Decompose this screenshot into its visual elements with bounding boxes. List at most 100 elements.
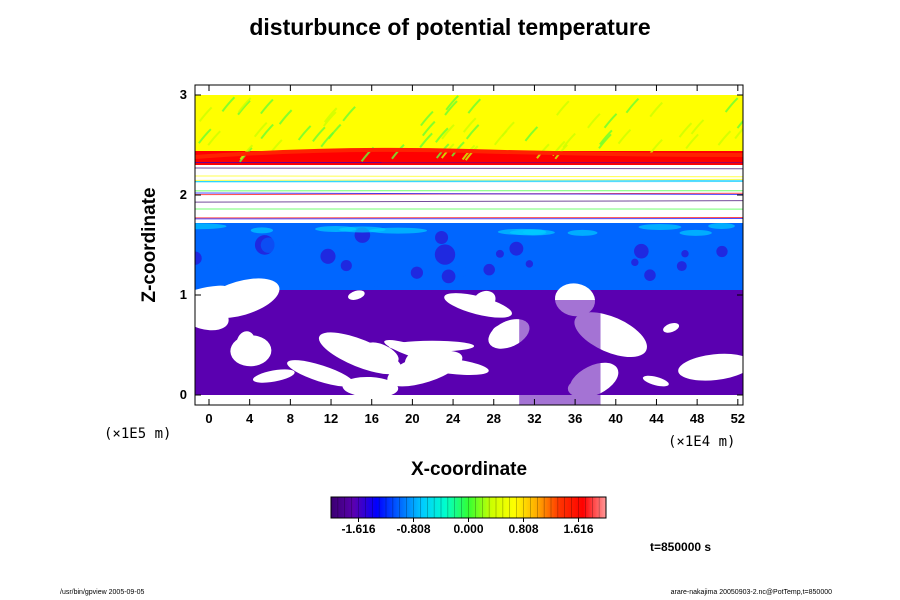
blank-region [444, 293, 512, 318]
x-tick-label: 28 [486, 411, 501, 426]
wave-streak [625, 97, 640, 114]
x-tick-label: 8 [286, 411, 294, 426]
time-label: t=850000 s [650, 540, 712, 554]
dark-column [519, 300, 601, 405]
eddy [340, 260, 352, 272]
x-scale-label: (×1E4 m) [668, 434, 736, 450]
x-tick-label: 24 [445, 411, 461, 426]
wave-streak [717, 130, 732, 146]
blank-region [318, 332, 402, 375]
cyan-highlight [195, 223, 227, 230]
blank-region [348, 290, 365, 300]
wave-streak [649, 139, 663, 155]
eddy [410, 266, 424, 279]
eddy [676, 261, 687, 272]
wave-streak [320, 132, 334, 148]
layer-streak [195, 178, 743, 181]
eddy [634, 243, 649, 259]
wave-streak [493, 130, 508, 146]
wave-streak [441, 124, 455, 140]
wave-streak [734, 127, 743, 140]
y-tick-label: 3 [179, 87, 187, 102]
eddy [342, 248, 351, 257]
wave-streak [237, 99, 251, 116]
wave-streak [556, 100, 570, 116]
wave-streak [562, 132, 576, 149]
eddy [483, 263, 495, 276]
cyan-highlight [369, 227, 428, 234]
footer-command: /usr/bin/gpview 2005-09-05 [60, 589, 145, 596]
footer-source: arare-nakajima 20050903-2.nc@PotTemp,t=8… [670, 589, 832, 596]
z-scale-label: (×1E5 m) [104, 426, 172, 442]
eddy [320, 248, 336, 264]
wave-streak [603, 113, 618, 129]
x-tick-label: 20 [405, 411, 420, 426]
cyan-highlight [679, 229, 712, 236]
wave-streak [451, 141, 465, 157]
wave-streak [736, 119, 743, 129]
red-crest [195, 147, 743, 159]
wave-streak [297, 125, 312, 141]
eddy [509, 241, 524, 256]
x-tick-label: 52 [730, 411, 746, 426]
x-tick-label: 44 [649, 411, 664, 426]
eddy [372, 280, 380, 287]
cyan-highlight [638, 223, 682, 230]
colorbar-stripes [337, 497, 600, 518]
eddy [525, 260, 534, 268]
blank-region [236, 331, 256, 355]
eddy [290, 243, 301, 254]
x-tick-label: 0 [205, 411, 213, 426]
colorbar-tick-label: 1.616 [563, 522, 594, 536]
x-tick-label: 32 [527, 411, 542, 426]
eddy [454, 264, 467, 278]
eddy [441, 269, 456, 284]
wave-streak [342, 106, 356, 122]
blank-region [342, 376, 399, 398]
chart-title: disturbunce of potential temperature [249, 14, 651, 40]
blank-region [252, 369, 295, 383]
colorbar-tick-label: 0.000 [453, 522, 484, 536]
wave-streak [617, 128, 632, 145]
eddy [260, 237, 277, 253]
heatmap-field [195, 95, 743, 405]
eddy [689, 241, 709, 261]
cyan-highlight [708, 223, 735, 230]
cyan-highlight [567, 229, 598, 236]
wave-streak [278, 109, 293, 125]
eddy [195, 251, 202, 265]
wave-streak [312, 126, 326, 142]
x-tick-label: 16 [364, 411, 379, 426]
x-tick-label: 12 [323, 411, 339, 426]
wave-streak [207, 130, 221, 146]
wave-streak [445, 95, 459, 111]
wave-streak [323, 107, 338, 123]
cyan-highlight [315, 226, 357, 233]
blank-region [287, 360, 354, 387]
wave-streak [685, 133, 699, 150]
wave-streak [599, 129, 613, 146]
y-tick-label: 1 [179, 287, 187, 302]
eddy [435, 230, 449, 245]
wave-streak [462, 117, 477, 133]
wave-streak [435, 127, 449, 143]
heatmap-band-3 [195, 223, 743, 290]
colorbar-tick-label: -1.616 [341, 522, 376, 536]
wave-streak [724, 97, 739, 113]
plot-frame [194, 84, 744, 406]
wave-streak [587, 113, 601, 129]
eddy [681, 250, 689, 258]
wave-streak [260, 98, 274, 115]
wave-streak [198, 106, 213, 123]
layer-streak [195, 200, 743, 203]
x-tick-label: 40 [608, 411, 624, 426]
wave-streak [253, 122, 268, 138]
blank-region [642, 375, 669, 387]
x-tick-label: 48 [689, 411, 705, 426]
cyan-highlight [497, 228, 546, 235]
eddy [591, 253, 602, 263]
wave-streak [420, 110, 434, 127]
x-tick-label: 4 [246, 411, 254, 426]
x-tick-label: 36 [567, 411, 583, 426]
wave-streak [467, 98, 482, 114]
